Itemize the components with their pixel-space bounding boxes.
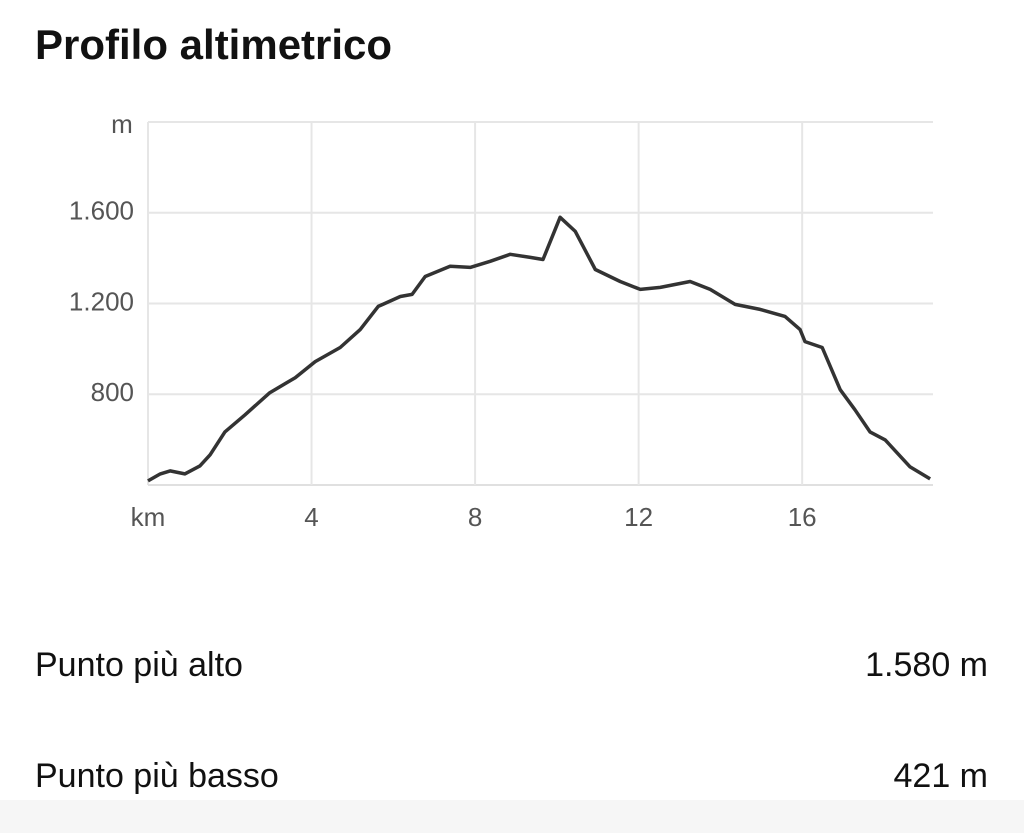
y-axis-label: m — [111, 109, 133, 139]
page-title: Profilo altimetrico — [35, 21, 392, 68]
elevation-line — [147, 215, 932, 483]
stat-label: Punto più basso — [35, 757, 279, 795]
stat-label: Punto più alto — [35, 646, 243, 684]
x-tick-label: 4 — [304, 502, 318, 532]
y-tick-label: 1.600 — [69, 196, 134, 226]
y-tick-label: 800 — [91, 377, 134, 407]
stat-value: 1.580 m — [865, 646, 988, 684]
x-tick-label: 8 — [468, 502, 482, 532]
x-tick-label: 12 — [624, 502, 653, 532]
x-axis-label: km — [131, 502, 166, 532]
y-tick-label: 1.200 — [69, 286, 134, 316]
bottom-bar — [0, 800, 1024, 833]
stat-value: 421 m — [894, 757, 989, 795]
x-tick-label: 16 — [788, 502, 817, 532]
